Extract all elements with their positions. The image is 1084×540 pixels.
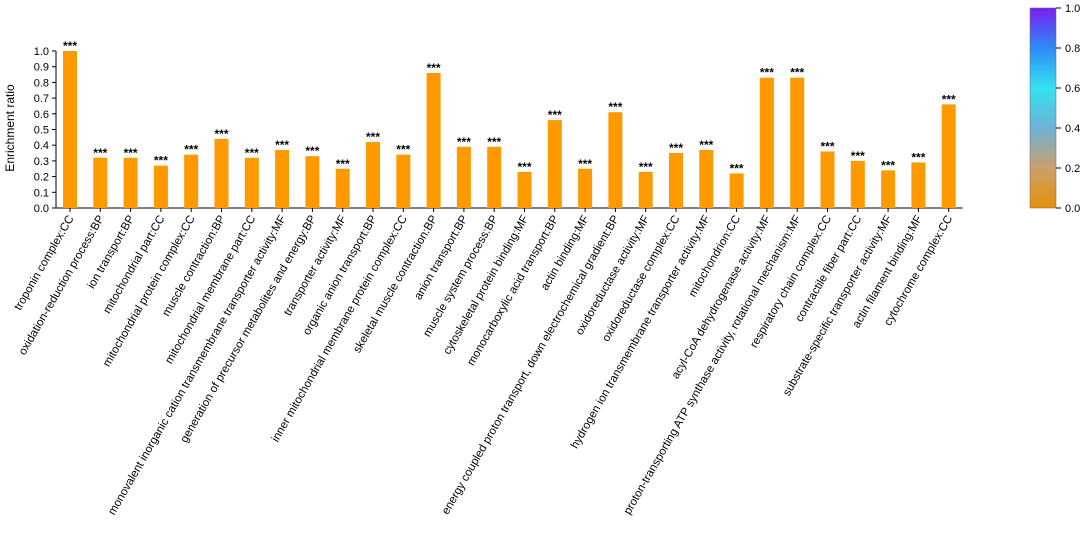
y-tick-label: 0.0 bbox=[34, 203, 49, 215]
significance-label: *** bbox=[154, 154, 168, 168]
significance-label: *** bbox=[457, 135, 471, 149]
significance-label: *** bbox=[881, 158, 895, 172]
bar bbox=[244, 157, 259, 208]
y-tick-label: 0.5 bbox=[34, 125, 49, 137]
bar bbox=[153, 165, 168, 208]
bar bbox=[669, 153, 683, 208]
bar bbox=[608, 112, 623, 208]
y-tick-label: 0.3 bbox=[34, 156, 49, 168]
significance-label: *** bbox=[820, 139, 834, 153]
bar bbox=[881, 170, 896, 208]
bar bbox=[941, 104, 956, 208]
bar bbox=[699, 149, 714, 208]
bar bbox=[366, 142, 380, 208]
bar bbox=[517, 171, 532, 208]
bar bbox=[335, 168, 350, 208]
bar bbox=[820, 151, 835, 208]
y-tick-label: 0.8 bbox=[34, 77, 49, 89]
significance-label: *** bbox=[336, 157, 350, 171]
bar bbox=[93, 157, 108, 208]
significance-label: *** bbox=[608, 100, 622, 114]
significance-label: *** bbox=[427, 61, 441, 75]
bar bbox=[638, 171, 653, 208]
significance-label: *** bbox=[730, 161, 744, 175]
y-tick-label: 0.4 bbox=[34, 140, 49, 152]
significance-label: *** bbox=[124, 146, 138, 160]
bar bbox=[911, 162, 926, 208]
significance-label: *** bbox=[487, 135, 501, 149]
significance-label: *** bbox=[942, 92, 956, 106]
significance-label: *** bbox=[93, 146, 107, 160]
colorbar-tick-label: 1.0 bbox=[1065, 3, 1080, 15]
significance-label: *** bbox=[517, 160, 531, 174]
y-tick-label: 0.7 bbox=[34, 93, 49, 105]
bar bbox=[729, 173, 744, 208]
significance-label: *** bbox=[760, 66, 774, 80]
y-tick-label: 0.2 bbox=[34, 172, 49, 184]
significance-label: *** bbox=[790, 66, 804, 80]
colorbar-tick-label: 0.4 bbox=[1065, 123, 1080, 135]
bar bbox=[396, 154, 411, 208]
bars bbox=[63, 51, 956, 208]
significance-label: *** bbox=[578, 157, 592, 171]
y-tick-label: 0.1 bbox=[34, 187, 49, 199]
bar bbox=[850, 160, 865, 208]
colorbar-gradient bbox=[1029, 7, 1057, 209]
significance-label: *** bbox=[275, 138, 289, 152]
significance-label: *** bbox=[669, 141, 683, 155]
bar bbox=[547, 120, 562, 208]
y-tick-label: 0.9 bbox=[34, 62, 49, 74]
bar bbox=[305, 156, 320, 208]
significance-label: *** bbox=[184, 143, 198, 157]
significance-label: *** bbox=[911, 150, 925, 164]
significance-label: *** bbox=[63, 39, 77, 53]
y-axis: 0.0 0.1 0.2 0.3 0.4 0.5 0.6 0.7 0.8 0.9 1.0 bbox=[34, 46, 963, 215]
significance-label: *** bbox=[366, 130, 380, 144]
significance-label: *** bbox=[245, 146, 259, 160]
colorbar-tick-label: 0.2 bbox=[1065, 163, 1080, 175]
significance-label: *** bbox=[214, 127, 228, 141]
bar bbox=[790, 77, 805, 208]
bar bbox=[275, 149, 290, 208]
colorbar-tick-label: 0.6 bbox=[1065, 83, 1080, 95]
y-tick-label: 0.6 bbox=[34, 109, 49, 121]
bar bbox=[123, 157, 138, 208]
significance-label: *** bbox=[396, 143, 410, 157]
bar bbox=[63, 51, 77, 208]
y-tick-label: 1.0 bbox=[34, 46, 49, 58]
bar bbox=[214, 138, 229, 208]
significance-label: *** bbox=[851, 149, 865, 163]
significance-label: *** bbox=[699, 138, 713, 152]
bar bbox=[759, 77, 774, 208]
y-axis-label: Enrichment ratio bbox=[3, 84, 17, 172]
significance-label: *** bbox=[305, 144, 319, 158]
bar bbox=[456, 146, 471, 208]
colorbar-legend: 0.0 0.2 0.4 0.6 0.8 1.0 bbox=[1029, 3, 1080, 215]
bar bbox=[487, 146, 502, 208]
bar bbox=[426, 72, 441, 208]
significance-label: *** bbox=[639, 160, 653, 174]
bar bbox=[184, 154, 199, 208]
colorbar-tick-label: 0.8 bbox=[1065, 43, 1080, 55]
significance-label: *** bbox=[548, 108, 562, 122]
significance-labels: *** *** *** *** *** *** *** *** *** *** *** *** *** *… bbox=[63, 39, 956, 175]
bar bbox=[578, 168, 593, 208]
colorbar-tick-label: 0.0 bbox=[1065, 203, 1080, 215]
